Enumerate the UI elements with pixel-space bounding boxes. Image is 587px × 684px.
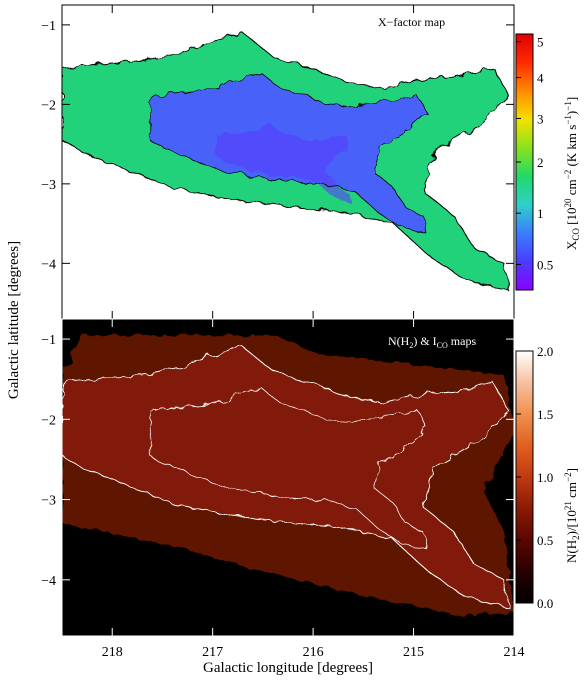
bottom-title-sub2: CO [437, 341, 448, 350]
nh2-colorbar-ticks: 0.0 0.5 1.0 1.5 2.0 [516, 344, 553, 611]
x-tick-label: 218 [102, 645, 123, 660]
cloud-contour [62, 32, 510, 292]
top-axis-ticks: −1 −2 −3 −4 [41, 5, 515, 319]
nh2-map [62, 335, 514, 616]
xco-label-sup3: −1 [563, 115, 573, 125]
y-tick-label: −2 [41, 98, 56, 113]
xco-label-rest2: cm [564, 179, 579, 198]
colorbar-tick-label: 2.0 [537, 344, 553, 359]
nh2-colorbar: 0.0 0.5 1.0 1.5 2.0 N(H2)/[1021 cm−2] [515, 344, 581, 611]
xco-label-sup2: −2 [563, 170, 573, 180]
y-tick-label: −2 [41, 413, 56, 428]
bottom-axis-ticks: 218 217 216 215 214 −1 −2 −3 −4 [41, 319, 525, 660]
colorbar-tick-label: 0.5 [537, 257, 553, 272]
xco-label-rest3: (K km s [564, 125, 579, 170]
xco-colorbar-ticks: 0.5 1 2 3 4 5 [516, 35, 553, 272]
cloud-deep-core [216, 124, 351, 203]
y-tick-label: −3 [41, 494, 56, 509]
y-tick-label: −1 [41, 333, 56, 348]
colorbar-tick-label: 1 [537, 206, 544, 221]
bottom-title-pre: N(H [388, 334, 410, 348]
bottom-title-sub: 2 [409, 341, 413, 350]
x-tick-label: 216 [303, 645, 324, 660]
xco-colorbar-label: XCO [1020 cm−2 (K km s−1)−1] [563, 97, 581, 250]
xco-label-sup1: 20 [563, 198, 573, 208]
xfactor-map [62, 32, 510, 292]
nh2-colorbar-label: N(H2)/[1021 cm−2] [563, 468, 581, 563]
bottom-title-post: ) & I [413, 334, 436, 348]
nh2-label-sub: 2 [571, 535, 581, 540]
xco-label-main: X [564, 240, 579, 250]
colorbar-tick-label: 3 [537, 111, 544, 126]
y-axis-label: Galactic latitude [degrees] [6, 241, 22, 399]
nh2-label-mid: )/[10 [564, 510, 579, 535]
nh2-label-sup2: −2 [563, 472, 573, 482]
nh2-label-rest: cm [564, 482, 579, 501]
x-tick-label: 217 [202, 645, 223, 660]
ico-contour [62, 346, 510, 609]
x-tick-label: 215 [403, 645, 424, 660]
bottom-panel: 218 217 216 215 214 −1 −2 −3 −4 N(H2) & ICO maps [41, 318, 525, 660]
y-tick-label: −4 [41, 574, 56, 589]
core-contour [149, 73, 428, 235]
x-axis-label: Galactic longitude [degrees] [203, 660, 373, 676]
xco-label-rest5: ] [564, 97, 579, 101]
y-tick-label: −4 [41, 257, 56, 272]
colorbar-tick-label: 0.0 [537, 596, 553, 611]
colorbar-tick-label: 5 [537, 35, 544, 50]
bottom-plot-frame [61, 318, 515, 637]
colorbar-tick-label: 1.5 [537, 407, 553, 422]
xco-label-rest: [10 [564, 208, 579, 229]
colorbar-tick-label: 2 [537, 155, 544, 170]
colorbar-tick-label: 0.5 [537, 533, 553, 548]
top-panel-title: X−factor map [378, 15, 445, 29]
ico-contour-inner [149, 387, 428, 551]
colorbar-tick-label: 4 [537, 71, 544, 86]
colorbar-tick-label: 1.0 [537, 470, 553, 485]
top-panel: −1 −2 −3 −4 X−factor map [41, 4, 515, 320]
xco-label-rest4: ) [564, 111, 579, 115]
nh2-label-end: ] [564, 468, 579, 472]
nh2-label-sup1: 21 [563, 501, 573, 510]
x-tick-label: 214 [504, 645, 525, 660]
nh2-label-pre: N(H [564, 540, 579, 563]
bottom-title-end: maps [448, 334, 477, 348]
bottom-panel-title: N(H2) & ICO maps [388, 334, 476, 350]
xco-label-sup4: −1 [563, 101, 573, 111]
xco-label-sub: CO [571, 228, 581, 241]
y-tick-label: −1 [41, 19, 56, 34]
y-tick-label: −3 [41, 178, 56, 193]
